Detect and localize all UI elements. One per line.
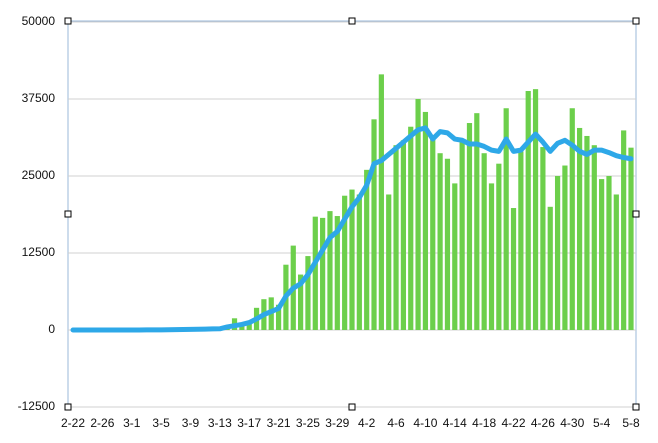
y-tick-label: 50000 (22, 14, 56, 28)
bar (518, 151, 524, 330)
x-tick-label: 3-1 (123, 416, 141, 430)
x-tick-label: 5-4 (593, 416, 611, 430)
y-tick-label: 37500 (22, 91, 56, 105)
bar (554, 176, 561, 330)
resize-handle (64, 210, 72, 218)
line (70, 125, 634, 333)
selection-handles (64, 17, 640, 411)
bar (386, 194, 392, 330)
x-tick-label: 2-26 (90, 416, 114, 430)
bar (342, 195, 348, 330)
bar (334, 216, 340, 330)
bar (408, 126, 414, 330)
bar (481, 153, 487, 330)
y-tick-label: 0 (48, 322, 55, 336)
x-tick-label: 5-8 (622, 416, 640, 430)
x-tick-label: 4-10 (413, 416, 437, 430)
bar (621, 130, 627, 330)
bar (327, 211, 333, 330)
bar (305, 256, 311, 330)
bar (422, 111, 429, 330)
bar (393, 145, 399, 330)
bar (503, 108, 509, 331)
resize-handle (632, 17, 640, 25)
x-tick-label: 4-22 (502, 416, 526, 430)
x-tick-label: 3-9 (182, 416, 200, 430)
x-tick-label: 3-29 (325, 416, 349, 430)
resize-handle (348, 403, 356, 411)
bar (547, 206, 553, 330)
x-tick-label: 4-30 (560, 416, 584, 430)
bar (320, 217, 326, 330)
bar (239, 325, 245, 330)
x-tick-label: 4-18 (472, 416, 496, 430)
bar (577, 127, 583, 331)
bar (298, 274, 304, 330)
bar (525, 90, 531, 330)
x-tick-label: 4-6 (387, 416, 405, 430)
bar (364, 169, 370, 330)
y-tick-label: 25000 (22, 168, 56, 182)
bar (606, 176, 612, 330)
bar (584, 135, 590, 330)
y-tick-label: 12500 (22, 245, 56, 259)
bar (591, 145, 597, 330)
x-tick-label: 3-25 (296, 416, 320, 430)
bar (496, 163, 502, 330)
y-tick-label: -12500 (18, 399, 56, 413)
x-tick-label: 3-5 (152, 416, 170, 430)
x-tick-label: 3-17 (237, 416, 261, 430)
bar (275, 304, 282, 330)
bar (349, 189, 355, 330)
bar (613, 194, 619, 330)
x-tick-label: 4-14 (443, 416, 467, 430)
resize-handle (348, 17, 356, 25)
bar (444, 158, 451, 330)
resize-handle (632, 403, 640, 411)
bar (569, 108, 575, 331)
bar (246, 323, 252, 330)
bar (371, 119, 377, 330)
x-tick-label: 3-21 (267, 416, 291, 430)
bar (540, 147, 546, 330)
x-tick-label: 2-22 (61, 416, 85, 430)
bar (532, 89, 539, 330)
resize-handle (64, 17, 72, 25)
bar (599, 179, 605, 330)
bar (474, 113, 480, 330)
bar (488, 183, 495, 330)
bar (312, 216, 318, 330)
bar (400, 140, 406, 330)
bar (378, 74, 384, 330)
bar (437, 153, 443, 330)
bar (562, 165, 568, 330)
bar (430, 139, 436, 330)
bar (459, 142, 465, 330)
x-tick-label: 4-26 (531, 416, 555, 430)
bar (466, 123, 473, 330)
bar (628, 147, 634, 330)
x-tick-label: 3-13 (208, 416, 232, 430)
bar (356, 194, 362, 330)
bar (415, 99, 421, 330)
bar (510, 208, 517, 330)
resize-handle (632, 210, 640, 218)
x-tick-label: 4-2 (358, 416, 376, 430)
resize-handle (64, 403, 72, 411)
bar (452, 183, 458, 330)
